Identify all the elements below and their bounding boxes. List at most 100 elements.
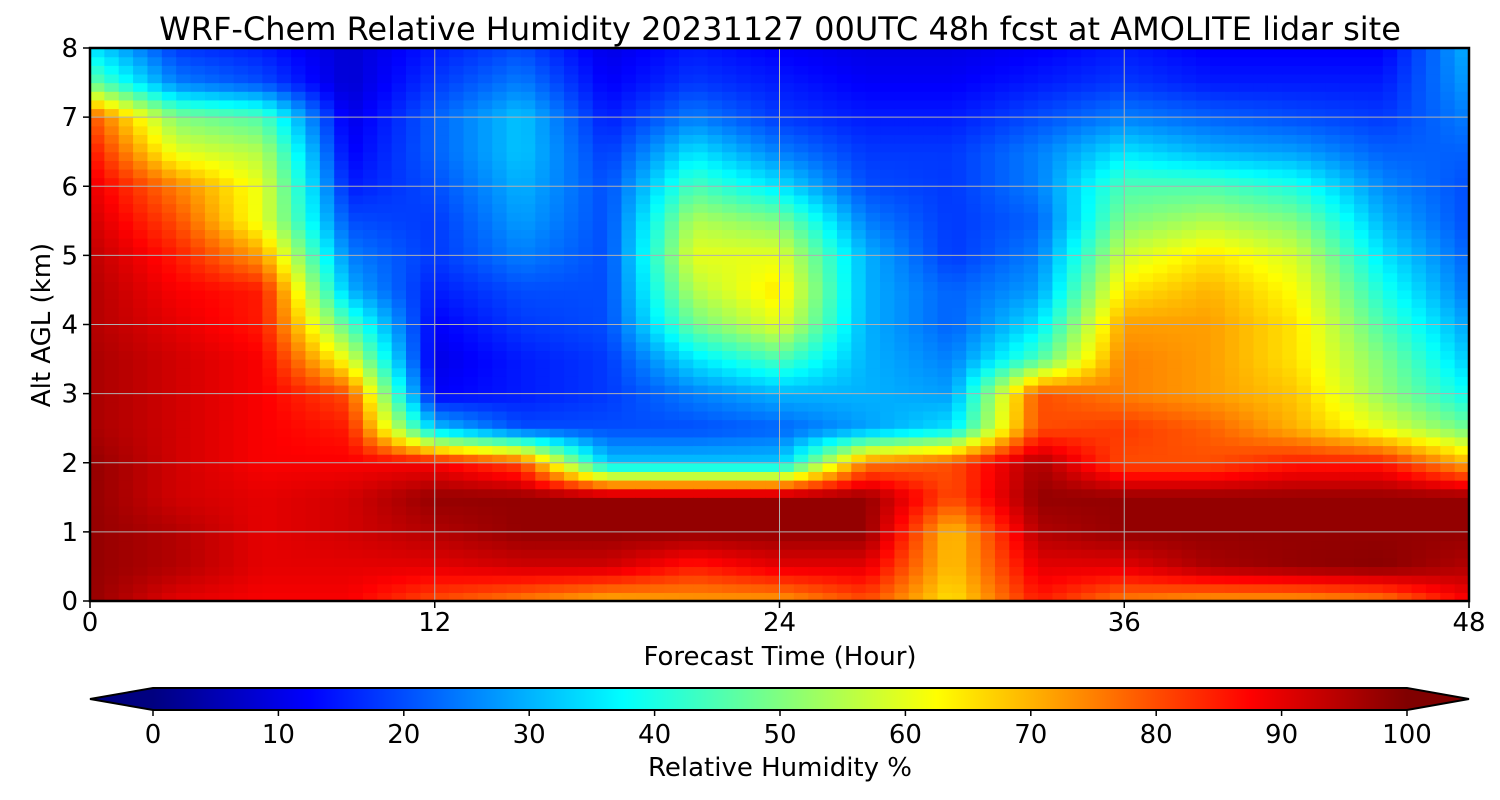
heatmap-cell	[1023, 341, 1039, 352]
heatmap-cell	[305, 359, 321, 369]
heatmap-cell	[262, 514, 278, 524]
heatmap-cell	[377, 298, 393, 308]
heatmap-cell	[808, 471, 824, 481]
heatmap-cell	[176, 393, 192, 403]
heatmap-cell	[1038, 289, 1054, 300]
heatmap-cell	[377, 583, 393, 593]
heatmap-cell	[1124, 91, 1140, 101]
heatmap-cell	[894, 540, 910, 550]
heatmap-cell	[492, 505, 508, 516]
heatmap-cell	[1109, 82, 1125, 92]
heatmap-cell	[693, 333, 709, 343]
heatmap-cell	[894, 376, 910, 386]
heatmap-cell	[1109, 91, 1125, 101]
heatmap-cell	[765, 462, 781, 472]
heatmap-cell	[750, 341, 766, 352]
heatmap-cell	[190, 505, 206, 516]
heatmap-cell	[750, 557, 766, 568]
heatmap-cell	[190, 298, 206, 308]
heatmap-cell	[1081, 324, 1097, 334]
heatmap-cell	[334, 229, 350, 239]
heatmap-cell	[1009, 549, 1025, 559]
heatmap-cell	[1038, 410, 1054, 421]
heatmap-cell	[248, 376, 263, 386]
heatmap-cell	[1152, 384, 1168, 395]
heatmap-cell	[1095, 272, 1111, 282]
heatmap-cell	[535, 566, 551, 576]
heatmap-cell	[492, 393, 508, 403]
heatmap-cell	[635, 177, 651, 187]
heatmap-cell	[362, 186, 378, 196]
heatmap-cell	[650, 212, 666, 222]
heatmap-cell	[664, 445, 680, 455]
heatmap-cell	[578, 203, 594, 213]
heatmap-cell	[204, 333, 220, 343]
heatmap-cell	[966, 376, 982, 386]
heatmap-cell	[722, 583, 737, 593]
heatmap-cell	[190, 410, 206, 421]
heatmap-cell	[248, 117, 263, 127]
heatmap-cell	[477, 436, 493, 447]
heatmap-cell	[190, 454, 206, 464]
heatmap-cell	[104, 333, 120, 343]
heatmap-cell	[750, 125, 766, 136]
heatmap-cell	[377, 557, 393, 568]
heatmap-cell	[204, 160, 220, 170]
heatmap-cell	[1109, 160, 1125, 170]
heatmap-cell	[190, 315, 206, 326]
heatmap-cell	[880, 410, 896, 421]
heatmap-cell	[1152, 315, 1168, 326]
heatmap-cell	[1124, 350, 1140, 360]
heatmap-cell	[678, 359, 694, 369]
heatmap-cell	[592, 125, 608, 136]
heatmap-cell	[1038, 315, 1054, 326]
heatmap-cell	[449, 264, 465, 274]
heatmap-cell	[449, 56, 465, 66]
heatmap-cell	[1081, 592, 1097, 601]
heatmap-cell	[908, 125, 924, 136]
heatmap-cell	[564, 341, 579, 352]
heatmap-cell	[1009, 134, 1025, 144]
heatmap-cell	[592, 186, 608, 196]
heatmap-cell	[578, 540, 594, 550]
heatmap-cell	[1081, 531, 1097, 542]
heatmap-cell	[420, 143, 436, 153]
heatmap-cell	[161, 531, 177, 542]
heatmap-cell	[894, 203, 910, 213]
heatmap-cell	[678, 82, 694, 92]
heatmap-cell	[1066, 523, 1082, 533]
heatmap-cell	[678, 264, 694, 274]
heatmap-cell	[1038, 246, 1054, 256]
heatmap-cell	[836, 566, 852, 576]
heatmap-cell	[348, 384, 364, 395]
heatmap-cell	[750, 151, 766, 161]
heatmap-cell	[1009, 410, 1025, 421]
heatmap-cell	[592, 160, 608, 170]
heatmap-cell	[535, 350, 551, 360]
heatmap-cell	[1095, 56, 1111, 66]
heatmap-cell	[1109, 428, 1125, 438]
heatmap-cell	[994, 168, 1010, 179]
heatmap-cell	[894, 436, 910, 447]
heatmap-cell	[319, 445, 335, 455]
heatmap-cell	[477, 540, 493, 550]
heatmap-cell	[578, 367, 594, 377]
heatmap-cell	[406, 514, 421, 524]
heatmap-cell	[276, 238, 292, 248]
heatmap-cell	[650, 134, 666, 144]
heatmap-cell	[1009, 324, 1025, 334]
heatmap-cell	[377, 73, 393, 84]
heatmap-cell	[334, 160, 350, 170]
heatmap-cell	[204, 117, 220, 127]
heatmap-cell	[1066, 160, 1082, 170]
heatmap-cell	[966, 220, 982, 231]
heatmap-cell	[607, 48, 623, 58]
heatmap-cell	[765, 575, 781, 585]
heatmap-cell	[1109, 350, 1125, 360]
heatmap-cell	[851, 480, 867, 490]
heatmap-cell	[765, 160, 781, 170]
heatmap-cell	[736, 454, 752, 464]
heatmap-cell	[966, 583, 982, 593]
heatmap-cell	[966, 549, 982, 559]
heatmap-cell	[808, 514, 824, 524]
